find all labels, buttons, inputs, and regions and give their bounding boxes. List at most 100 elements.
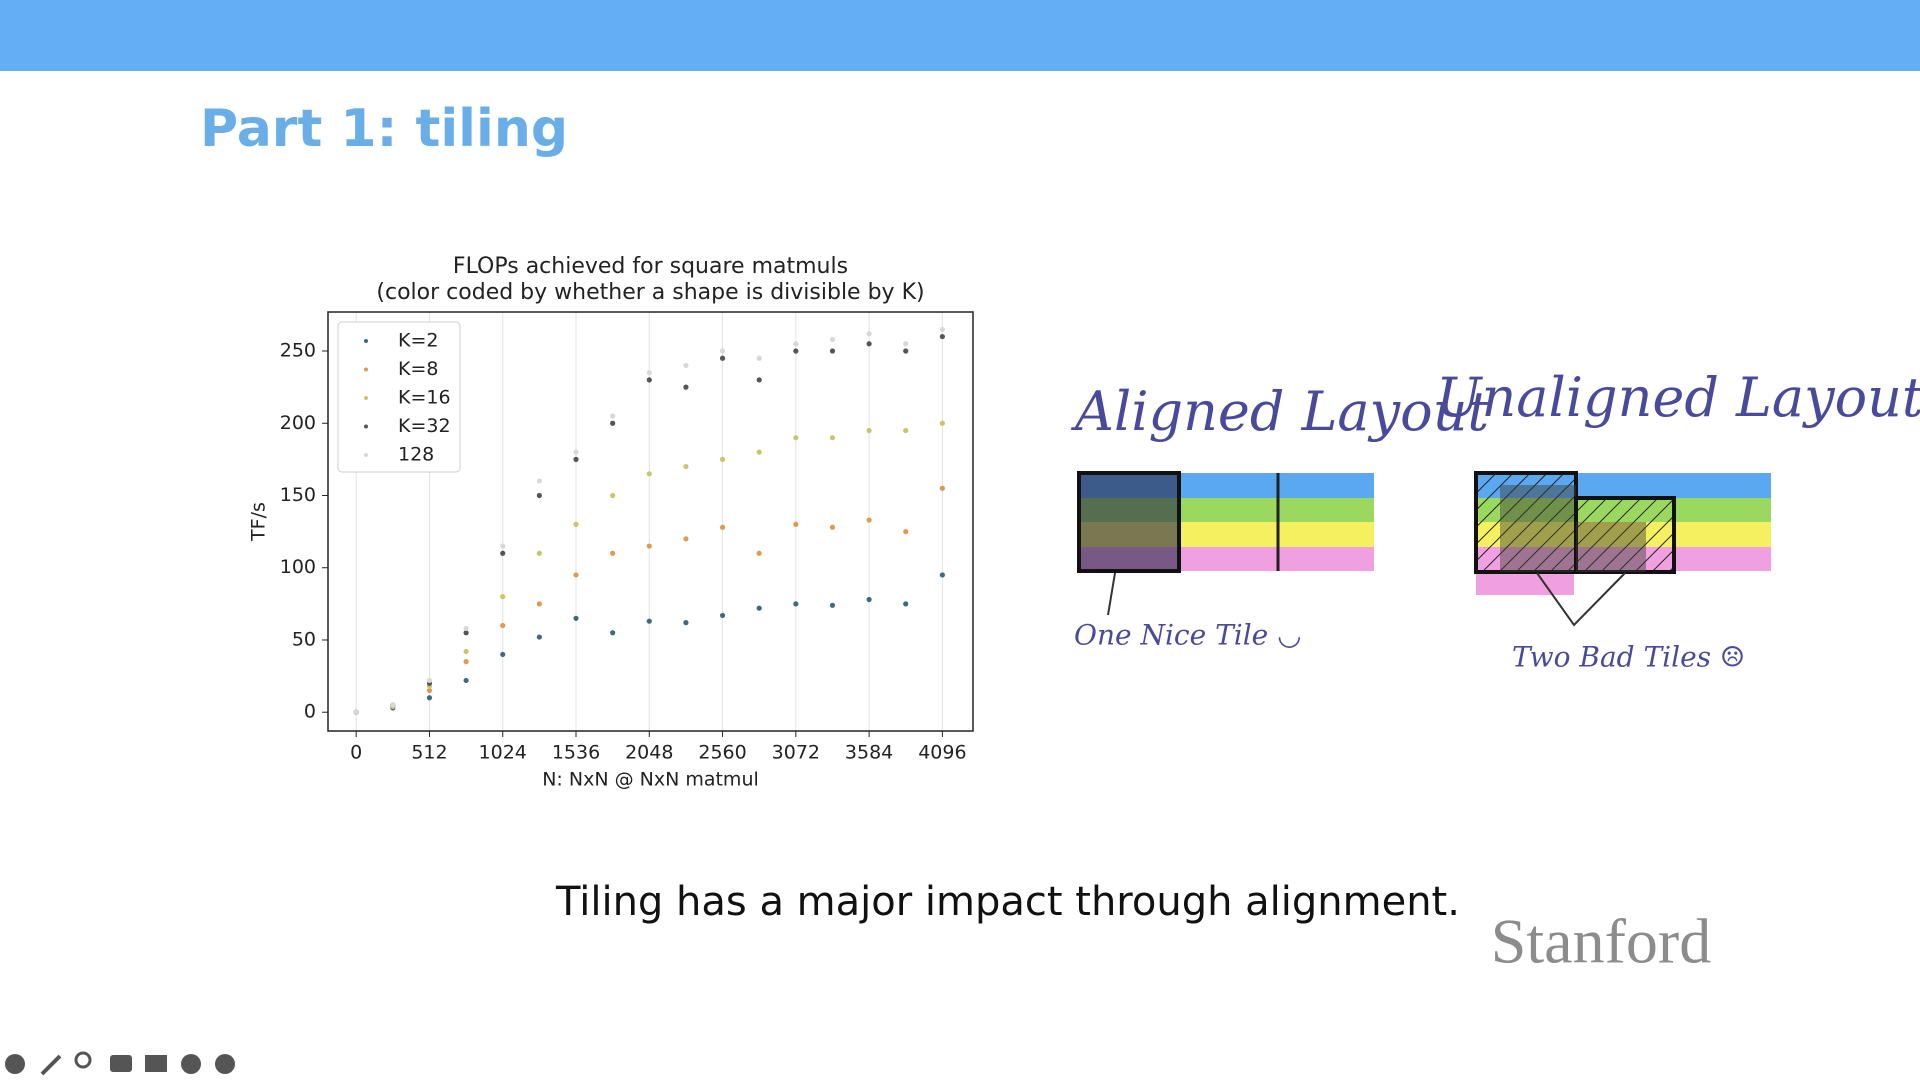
x-tick-label: 1024 <box>479 742 527 764</box>
x-tick-label: 512 <box>411 742 447 764</box>
data-point <box>683 536 689 542</box>
data-point <box>903 427 909 434</box>
aligned-title: Aligned Layout <box>1070 380 1489 443</box>
data-point <box>683 620 689 626</box>
x-tick-label: 1536 <box>552 742 600 764</box>
chart-subtitle: (color coded by whether a shape is divis… <box>376 280 924 305</box>
forward-button[interactable] <box>215 1054 235 1074</box>
data-point <box>683 362 689 369</box>
data-point <box>463 630 469 636</box>
data-point <box>390 702 396 708</box>
y-tick-label: 100 <box>280 556 316 578</box>
data-point <box>939 572 945 578</box>
chart: FLOPs achieved for square matmuls(color … <box>248 254 974 791</box>
data-point <box>829 524 836 530</box>
x-tick-label: 3584 <box>845 742 893 764</box>
data-point <box>903 529 909 535</box>
data-point <box>793 521 799 527</box>
pointer <box>1536 572 1626 627</box>
aligned-diagram: Aligned Layout One Nice Tile ◡ <box>1070 380 1489 652</box>
data-point <box>463 648 469 655</box>
legend-marker <box>364 424 368 429</box>
data-point <box>719 355 726 361</box>
data-point <box>610 630 616 636</box>
data-point <box>866 331 872 337</box>
y-tick-label: 0 <box>304 701 316 723</box>
data-point <box>426 695 433 701</box>
data-point <box>903 348 909 354</box>
data-point <box>793 435 799 441</box>
data-point <box>573 456 579 462</box>
data-point <box>646 543 652 549</box>
data-point <box>536 478 542 484</box>
data-point <box>829 602 836 608</box>
data-point <box>903 601 909 607</box>
data-point <box>756 355 762 361</box>
data-point <box>939 333 945 340</box>
data-point <box>903 341 909 347</box>
data-point <box>793 601 799 607</box>
legend-marker <box>364 339 368 343</box>
data-point <box>536 634 542 640</box>
data-point <box>719 524 726 530</box>
slide-title: Part 1: tiling <box>200 99 568 159</box>
pen-button[interactable] <box>40 1054 62 1076</box>
y-tick-label: 200 <box>280 412 316 434</box>
data-point <box>536 550 542 556</box>
cc-button[interactable] <box>110 1055 132 1072</box>
x-tick-label: 4096 <box>918 742 966 764</box>
top-bar <box>0 0 1920 71</box>
data-point <box>756 377 762 383</box>
legend-marker <box>364 396 368 400</box>
data-point <box>866 427 872 434</box>
logo: Stanford <box>1491 906 1711 977</box>
data-point <box>463 659 469 665</box>
data-point <box>646 618 652 624</box>
plot-frame <box>327 311 974 732</box>
data-point <box>683 384 689 390</box>
y-tick-label: 150 <box>280 484 316 506</box>
unaligned-diagram: Unaligned Layout Two Bad Tiles ☹ <box>1436 366 1920 674</box>
more-button[interactable] <box>181 1054 201 1074</box>
data-point <box>500 651 506 658</box>
legend-label: K=16 <box>398 387 451 409</box>
x-axis-label: N: NxN @ NxN matmul <box>542 769 759 791</box>
data-point <box>353 709 359 715</box>
data-point <box>866 596 872 603</box>
x-tick-label: 2560 <box>698 742 746 764</box>
legend-marker <box>364 453 368 457</box>
data-point <box>500 622 506 629</box>
data-point <box>573 615 579 621</box>
data-point <box>610 413 616 419</box>
data-point <box>426 677 433 684</box>
data-point <box>866 341 872 347</box>
data-point <box>939 420 945 426</box>
x-tick-label: 2048 <box>625 742 673 764</box>
stripe <box>1476 571 1574 595</box>
pointer <box>1107 572 1116 616</box>
back-button[interactable] <box>5 1054 25 1074</box>
data-point <box>573 572 579 578</box>
tile-shade <box>1576 522 1646 572</box>
legend-marker <box>364 367 368 372</box>
data-point <box>793 348 799 354</box>
legend-label: K=32 <box>398 415 451 437</box>
legend-label: 128 <box>398 444 434 466</box>
data-point <box>756 550 762 556</box>
legend-box <box>337 321 461 473</box>
zoom-button[interactable] <box>74 1051 92 1069</box>
tile <box>1474 471 1578 574</box>
chart-title: FLOPs achieved for square matmuls <box>453 254 848 279</box>
data-point <box>573 449 579 455</box>
aligned-note: One Nice Tile ◡ <box>1074 619 1302 652</box>
data-point <box>500 594 506 600</box>
y-axis-label: TF/s <box>248 502 270 542</box>
x-tick-label: 0 <box>350 742 362 764</box>
x-tick-label: 3072 <box>772 742 820 764</box>
unaligned-note: Two Bad Tiles ☹ <box>1512 641 1745 674</box>
data-point <box>939 326 945 332</box>
data-point <box>646 471 652 477</box>
video-button[interactable] <box>145 1055 167 1072</box>
data-point <box>426 687 433 694</box>
